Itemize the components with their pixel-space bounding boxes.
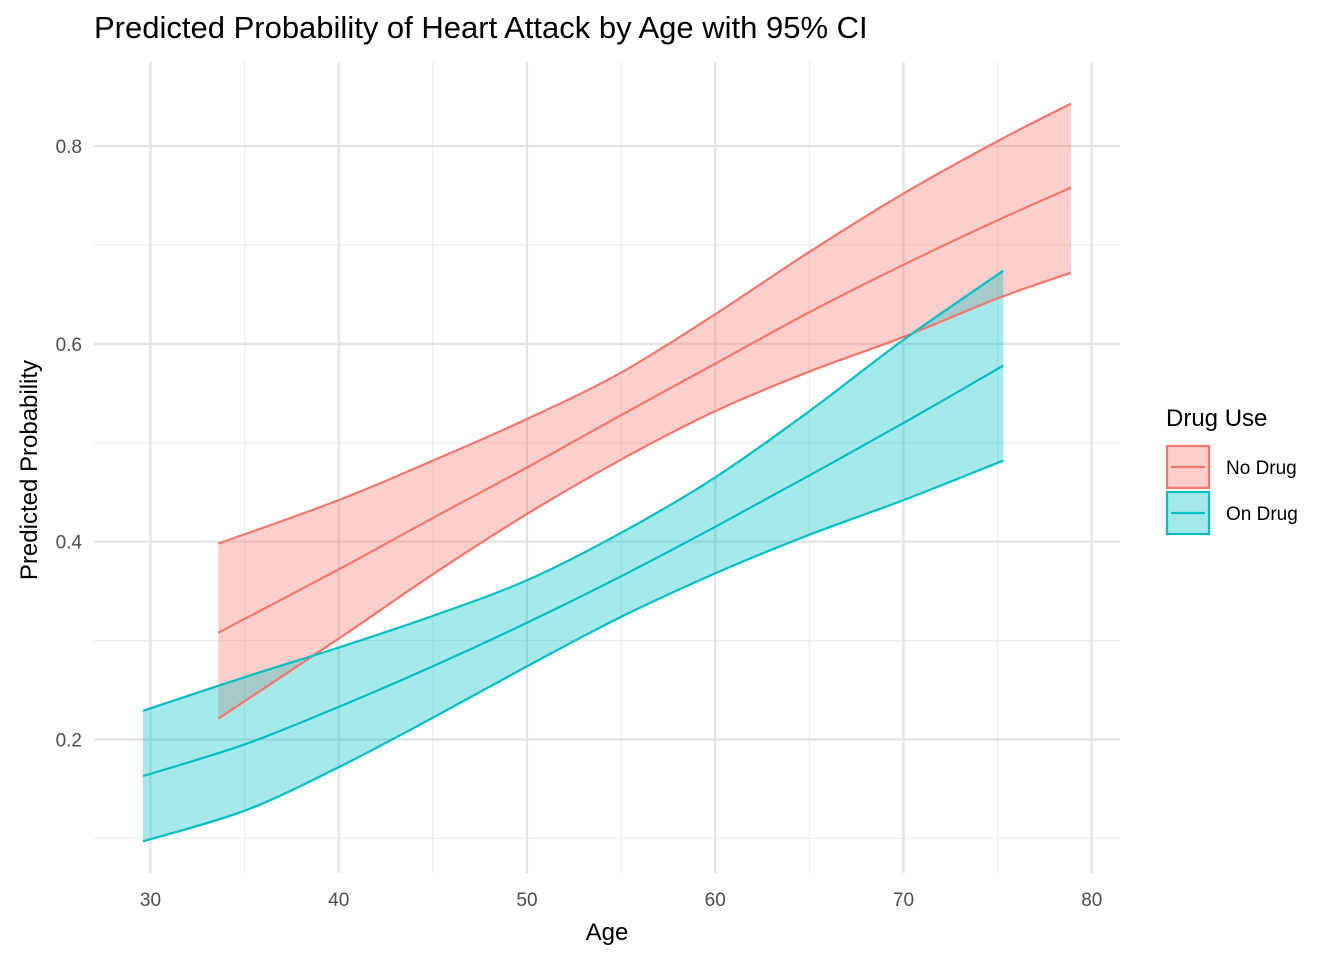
y-tick-label: 0.6: [56, 335, 82, 356]
ci-upper-line-on-drug: [142, 269, 1004, 712]
legend-label-on-drug: On Drug: [1226, 504, 1298, 525]
ci-lower-line-no-drug: [217, 271, 1072, 720]
ci-lower-line-on-drug: [142, 459, 1004, 843]
x-tick-label: 80: [1081, 890, 1102, 911]
x-tick-label: 50: [516, 890, 537, 911]
chart-title: Predicted Probability of Heart Attack by…: [94, 10, 868, 45]
fit-line-no-drug: [217, 186, 1072, 634]
y-tick-label: 0.2: [56, 730, 82, 751]
y-axis-title: Predicted Probability: [16, 360, 43, 580]
y-tick-labels: 0.2 0.4 0.6 0.8: [56, 137, 83, 751]
grid-major: [94, 62, 1120, 873]
legend-title: Drug Use: [1166, 405, 1267, 432]
series-lines: [142, 102, 1072, 843]
grid-minor: [94, 62, 1120, 873]
x-axis-title: Age: [586, 919, 629, 946]
fit-line-on-drug: [142, 364, 1004, 778]
x-tick-label: 70: [893, 890, 914, 911]
legend: Drug Use No Drug On Drug: [1165, 405, 1298, 536]
ci-upper-line-no-drug: [217, 102, 1072, 545]
x-tick-label: 60: [705, 890, 726, 911]
x-tick-label: 40: [328, 890, 349, 911]
x-tick-labels: 30 40 50 60 70 80: [140, 890, 1102, 911]
legend-label-no-drug: No Drug: [1226, 458, 1297, 479]
x-tick-label: 30: [140, 890, 161, 911]
y-tick-label: 0.4: [56, 533, 83, 554]
ci-ribbon-no-drug: [218, 103, 1072, 719]
y-tick-label: 0.8: [56, 137, 82, 158]
